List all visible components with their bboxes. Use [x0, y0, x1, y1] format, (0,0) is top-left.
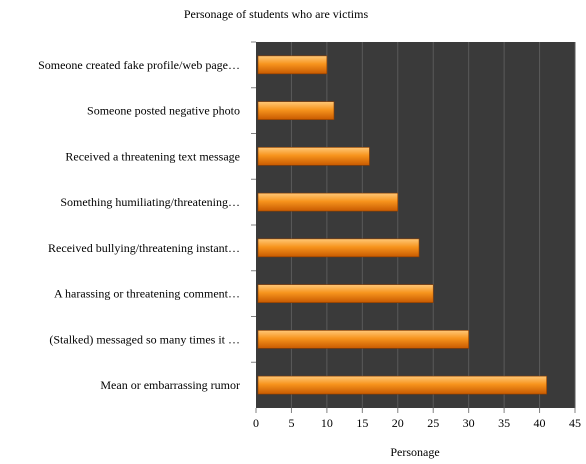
x-tick-label: 10: [321, 416, 333, 430]
bars: [257, 55, 547, 395]
category-label: (Stalked) messaged so many times it …: [49, 332, 240, 346]
x-tick-label: 25: [427, 416, 439, 430]
bar: [257, 238, 420, 258]
x-tick-label: 45: [569, 416, 581, 430]
category-label: Received a threatening text message: [65, 149, 240, 163]
category-label: Received bullying/threatening instant…: [48, 241, 240, 255]
chart-title: Personage of students who are victims: [184, 7, 369, 21]
bar: [257, 101, 335, 120]
bar: [257, 147, 370, 166]
bar: [257, 55, 328, 75]
x-axis-label: Personage: [390, 445, 439, 459]
category-labels: Someone created fake profile/web page… So…: [38, 41, 256, 392]
x-tick-label: 0: [253, 416, 259, 430]
x-tick-label: 20: [392, 416, 404, 430]
category-label: A harassing or threatening comment…: [54, 287, 240, 301]
bar: [257, 192, 399, 212]
bar: [257, 330, 469, 349]
x-tick-label: 40: [534, 416, 546, 430]
category-label: Someone posted negative photo: [87, 104, 240, 118]
x-tick-label: 15: [356, 416, 368, 430]
category-label: Someone created fake profile/web page…: [38, 58, 240, 72]
x-tick-label: 5: [288, 416, 294, 430]
category-label: Mean or embarrassing rumor: [100, 378, 240, 392]
x-axis-ticks: 0 5 10 15 20 25 30 35 40 45: [253, 408, 581, 430]
bar: [257, 375, 547, 395]
plot-area: [256, 42, 575, 408]
bar: [257, 284, 434, 303]
x-tick-label: 35: [498, 416, 510, 430]
x-tick-label: 30: [463, 416, 475, 430]
category-label: Something humiliating/threatening…: [60, 195, 240, 209]
